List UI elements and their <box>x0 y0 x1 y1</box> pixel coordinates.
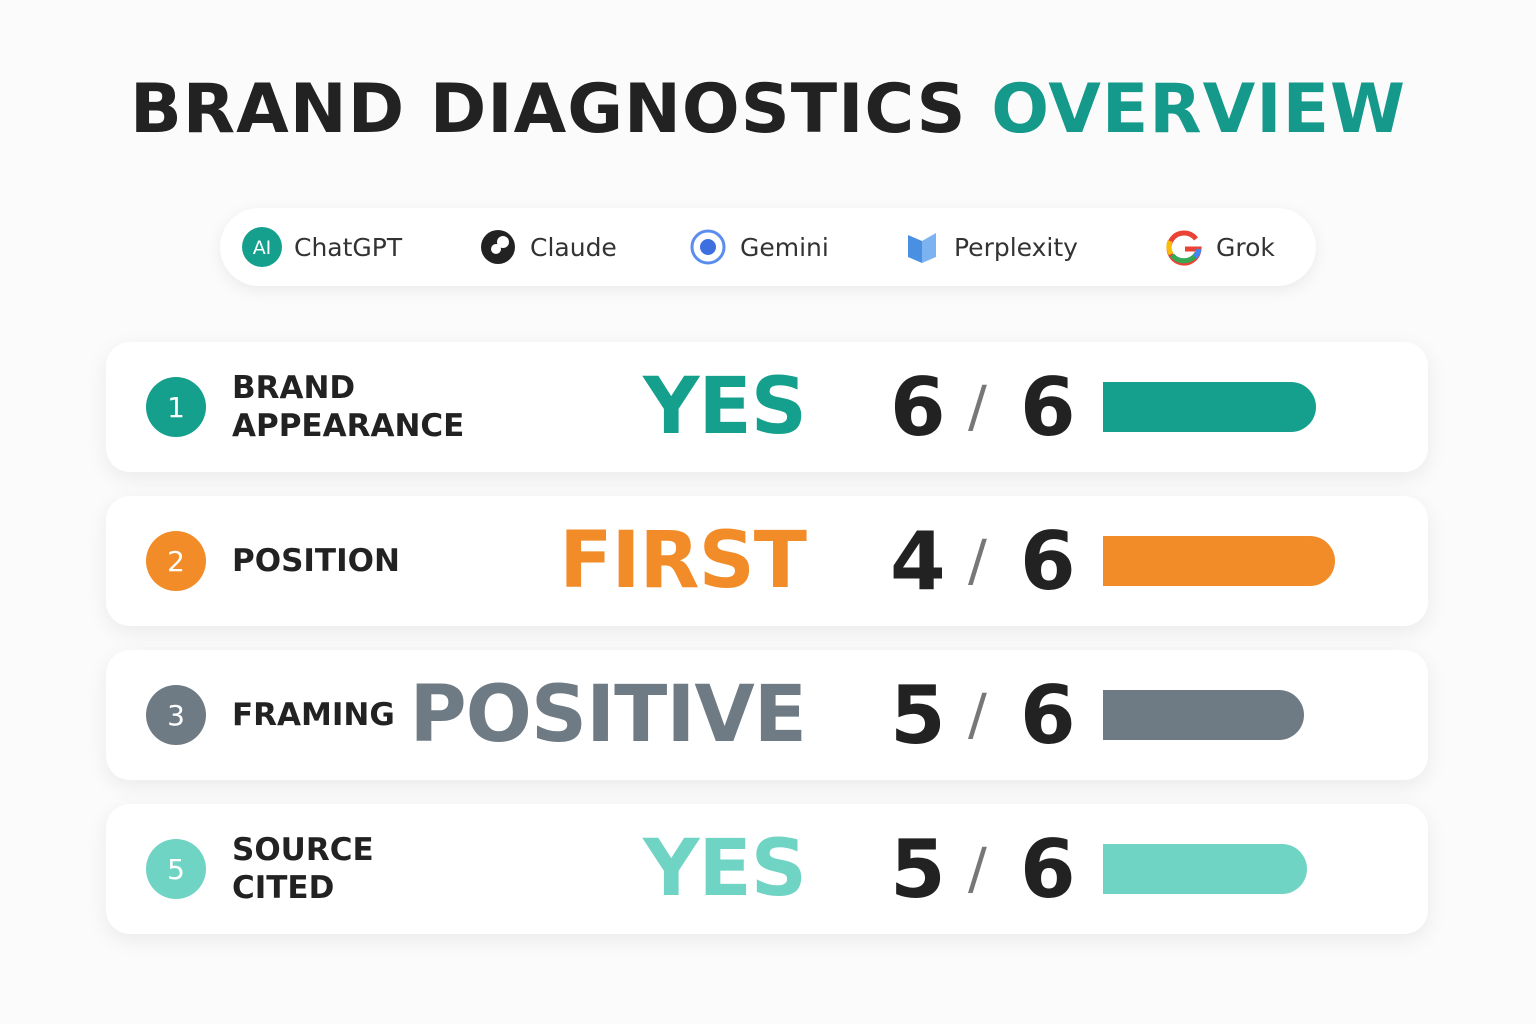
verdict: YES <box>643 362 807 452</box>
title-main: BRAND DIAGNOSTICS <box>129 70 967 149</box>
platform: Claude <box>478 208 617 286</box>
row-number: 5 <box>146 839 206 899</box>
platform-icon <box>1166 230 1202 266</box>
verdict: POSITIVE <box>409 670 807 760</box>
title-accent: OVERVIEW <box>991 70 1407 149</box>
score-total: 6 <box>1020 360 1076 454</box>
score-separator: / <box>968 528 987 594</box>
platform: AI ChatGPT <box>242 208 402 286</box>
platform-icon <box>690 229 726 265</box>
platform-bar: AI ChatGPT Claude Gemini Perplexity Grok <box>220 208 1316 286</box>
row-label-line: SOURCE <box>232 832 374 868</box>
row-label-line: FRAMING <box>232 697 395 733</box>
score-bar <box>1103 536 1335 586</box>
score: 4 <box>890 514 946 608</box>
row-label-line: APPEARANCE <box>232 408 465 444</box>
row-label: FRAMING <box>232 650 395 780</box>
score-total: 6 <box>1020 514 1076 608</box>
platform-label: Perplexity <box>954 232 1078 262</box>
score: 6 <box>890 360 946 454</box>
platform: Perplexity <box>902 208 1078 286</box>
score-separator: / <box>968 836 987 902</box>
score-separator: / <box>968 682 987 748</box>
row-label-line: CITED <box>232 870 335 906</box>
row-number: 3 <box>146 685 206 745</box>
row-label: POSITION <box>232 496 400 626</box>
title: BRAND DIAGNOSTICS OVERVIEW <box>0 70 1536 149</box>
platform-label: Claude <box>530 232 617 262</box>
row: 3 FRAMING POSITIVE 5 / 6 <box>106 650 1428 780</box>
row-label-line: BRAND <box>232 370 356 406</box>
row-number: 1 <box>146 377 206 437</box>
platform-icon <box>481 230 515 264</box>
score-bar <box>1103 690 1304 740</box>
platform: Gemini <box>688 208 829 286</box>
platform-label: Grok <box>1216 232 1275 262</box>
score-total: 6 <box>1020 668 1076 762</box>
platform: Grok <box>1164 208 1275 286</box>
row: 2 POSITION FIRST 4 / 6 <box>106 496 1428 626</box>
row: 5 SOURCE CITED YES 5 / 6 <box>106 804 1428 934</box>
row: 1 BRAND APPEARANCE YES 6 / 6 <box>106 342 1428 472</box>
score: 5 <box>890 822 946 916</box>
score-total: 6 <box>1020 822 1076 916</box>
row-label: SOURCE CITED <box>232 804 374 934</box>
platform-icon: AI <box>242 227 282 267</box>
score-bar <box>1103 844 1307 894</box>
verdict: YES <box>643 824 807 914</box>
platform-icon <box>908 233 936 263</box>
row-label: BRAND APPEARANCE <box>232 342 464 472</box>
row-number: 2 <box>146 531 206 591</box>
platform-label: Gemini <box>740 232 829 262</box>
score-bar <box>1103 382 1316 432</box>
score: 5 <box>890 668 946 762</box>
score-separator: / <box>968 374 987 440</box>
row-label-line: POSITION <box>232 543 400 579</box>
platform-label: ChatGPT <box>294 232 403 262</box>
verdict: FIRST <box>559 516 807 606</box>
icon-text: AI <box>253 237 272 259</box>
